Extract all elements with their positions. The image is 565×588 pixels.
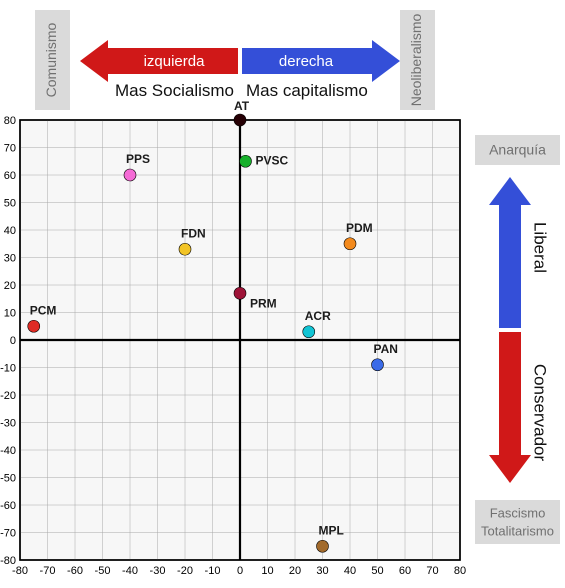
xtick: -40 bbox=[122, 565, 138, 577]
xtick: -50 bbox=[95, 565, 111, 577]
ytick: -70 bbox=[0, 528, 16, 540]
xtick: -10 bbox=[205, 565, 221, 577]
ytick: -40 bbox=[0, 445, 16, 457]
data-point bbox=[372, 359, 384, 371]
data-point-label: MPL bbox=[319, 523, 344, 537]
ytick: -20 bbox=[0, 390, 16, 402]
ytick: -30 bbox=[0, 418, 16, 430]
vert-bottom-label1: Fascismo bbox=[490, 505, 546, 520]
xtick: -30 bbox=[150, 565, 166, 577]
ytick: 50 bbox=[4, 198, 16, 210]
ytick: -60 bbox=[0, 500, 16, 512]
ytick: 30 bbox=[4, 253, 16, 265]
ytick: 10 bbox=[4, 308, 16, 320]
data-point-label: AT bbox=[234, 99, 250, 113]
vert-top-label: Anarquía bbox=[489, 142, 546, 158]
right-arrow-label: derecha bbox=[279, 53, 334, 70]
down-arrow-icon bbox=[489, 332, 531, 483]
up-arrow-icon bbox=[489, 177, 531, 328]
data-point bbox=[234, 114, 246, 126]
xtick: 30 bbox=[316, 565, 328, 577]
data-point bbox=[344, 238, 356, 250]
ytick: 40 bbox=[4, 225, 16, 237]
data-point-label: FDN bbox=[181, 226, 206, 240]
xtick: 40 bbox=[344, 565, 356, 577]
data-point-label: ACR bbox=[305, 309, 331, 323]
xtick: 60 bbox=[399, 565, 411, 577]
ytick: 80 bbox=[4, 115, 16, 127]
vert-conservador-label: Conservador bbox=[531, 364, 550, 462]
xtick: 50 bbox=[371, 565, 383, 577]
xtick: -20 bbox=[177, 565, 193, 577]
ytick: 60 bbox=[4, 170, 16, 182]
vert-liberal-label: Liberal bbox=[531, 222, 550, 273]
data-point-label: PPS bbox=[126, 152, 150, 166]
data-point bbox=[124, 169, 136, 181]
data-point bbox=[303, 326, 315, 338]
xtick: -60 bbox=[67, 565, 83, 577]
xtick: -70 bbox=[40, 565, 56, 577]
political-compass-chart: Comunismo Neoliberalismo izquierda derecha M… bbox=[0, 0, 565, 588]
left-arrow-label: izquierda bbox=[144, 53, 206, 70]
vert-bottom-label2: Totalitarismo bbox=[481, 523, 554, 538]
ytick: -10 bbox=[0, 363, 16, 375]
data-point bbox=[240, 155, 252, 167]
header-left-label: Comunismo bbox=[43, 22, 59, 97]
ytick: 20 bbox=[4, 280, 16, 292]
ytick: 70 bbox=[4, 143, 16, 155]
ytick: -80 bbox=[0, 555, 16, 567]
data-point-label: PAN bbox=[374, 342, 398, 356]
xtick: 0 bbox=[237, 565, 243, 577]
xtick: 10 bbox=[261, 565, 273, 577]
subtitle-left: Mas Socialismo bbox=[115, 81, 234, 100]
ytick: 0 bbox=[10, 335, 16, 347]
xtick: 70 bbox=[426, 565, 438, 577]
data-point bbox=[234, 287, 246, 299]
subtitle-right: Mas capitalismo bbox=[246, 81, 368, 100]
data-point-label: PVSC bbox=[256, 153, 289, 167]
data-point-label: PCM bbox=[30, 303, 57, 317]
data-point bbox=[179, 243, 191, 255]
data-point bbox=[28, 320, 40, 332]
xtick: 80 bbox=[454, 565, 466, 577]
data-point-label: PDM bbox=[346, 221, 373, 235]
xtick: 20 bbox=[289, 565, 301, 577]
ytick: -50 bbox=[0, 473, 16, 485]
data-point-label: PRM bbox=[250, 296, 277, 310]
data-point bbox=[317, 540, 329, 552]
header-right-label: Neoliberalismo bbox=[408, 13, 424, 106]
